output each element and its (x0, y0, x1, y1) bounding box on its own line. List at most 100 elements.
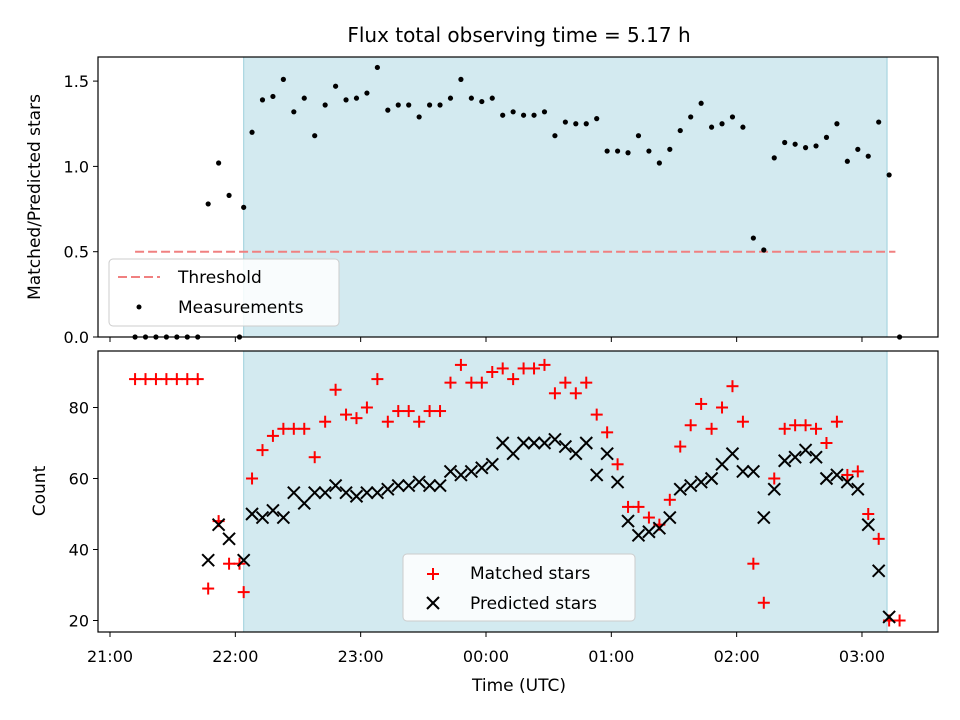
matched-star-point (632, 500, 645, 513)
bottom-axes-frame (97, 350, 939, 633)
matched-star-point (726, 380, 739, 393)
measurement-point (447, 95, 454, 101)
predicted-star-point (433, 478, 447, 493)
predicted-star-point (222, 532, 236, 546)
measurement-point (395, 102, 401, 108)
measurement-point (625, 150, 631, 156)
measurement-point (865, 153, 871, 159)
predicted-star-point (370, 485, 385, 500)
measurement-point (249, 129, 255, 135)
measurement-point (635, 133, 642, 139)
measurement-point (353, 95, 360, 101)
predicted-star-point (642, 525, 656, 539)
legend-measurements-label: Measurements (178, 298, 304, 318)
measurement-point (301, 95, 307, 101)
predicted-star-point (516, 436, 531, 450)
measurement-point (259, 97, 266, 103)
measurement-point (541, 109, 548, 115)
predicted-star-point (631, 528, 646, 543)
predicted-star-point (840, 475, 855, 489)
predicted-star-point (757, 510, 771, 525)
measurement-point (520, 112, 527, 118)
matched-star-point (139, 373, 152, 386)
measurement-point (343, 97, 349, 103)
matched-star-point (851, 465, 864, 478)
top-y-ticks: 0.0 0.5 1.0 1.5 (64, 72, 98, 347)
matched-star-point (202, 582, 215, 595)
matched-star-point (507, 373, 520, 386)
matched-star-point (223, 557, 236, 570)
matched-star-point (789, 419, 802, 432)
matched-star-point (237, 586, 250, 599)
predicted-star-point (464, 464, 479, 479)
predicted-star-point (882, 610, 896, 624)
measurement-point (510, 109, 516, 115)
y-tick-label: 1.0 (64, 157, 89, 176)
matched-star-point (642, 511, 655, 524)
bottom-y-axis-label: Count (30, 465, 50, 516)
legend-threshold-label: Threshold (177, 268, 262, 288)
measurement-point (667, 146, 673, 152)
bottom-legend: Matched stars Predicted stars (402, 553, 636, 622)
predicted-star-point (715, 457, 729, 472)
predicted-star-point (211, 517, 226, 532)
y-tick-label: 0.5 (64, 243, 89, 262)
matched-star-point (434, 405, 447, 418)
matched-star-point (590, 408, 603, 421)
x-tick-label: 21:00 (87, 647, 133, 666)
matched-star-point (674, 440, 687, 453)
matched-star-point (747, 557, 760, 570)
measurement-point (385, 107, 391, 113)
matched-star-point (663, 493, 676, 506)
measurement-point (834, 121, 840, 127)
matched-star-point (893, 614, 906, 627)
matched-star-point (319, 415, 332, 428)
measurement-point (322, 102, 328, 108)
matched-stars-points (129, 358, 906, 627)
measurement-point (374, 64, 380, 71)
matched-star-point (308, 451, 321, 464)
measurement-point (468, 95, 474, 101)
y-tick-label: 80 (69, 399, 89, 418)
predicted-star-point (537, 436, 552, 450)
measurement-point (708, 124, 715, 130)
measurement-point (792, 141, 798, 147)
measurement-point (479, 98, 485, 105)
measurement-point (688, 114, 694, 120)
measurement-point (876, 119, 882, 125)
matched-star-point (246, 472, 259, 485)
legend-matched-swatch (427, 568, 439, 580)
measurement-point (740, 124, 746, 130)
measurement-point (552, 133, 558, 139)
measurement-point (729, 114, 736, 120)
predicted-star-point (236, 553, 251, 567)
x-axis-label: Time (UTC) (471, 676, 566, 696)
measurement-point (614, 148, 621, 154)
matched-star-point (350, 412, 363, 425)
predicted-star-point (328, 478, 343, 493)
predicted-star-point (683, 478, 698, 493)
x-tick-label: 03:00 (839, 647, 885, 666)
measurement-point (771, 155, 777, 161)
predicted-star-point (809, 450, 823, 464)
top-x-ticks (109, 337, 863, 342)
matched-star-point (486, 366, 499, 378)
matched-star-point (559, 376, 572, 389)
predicted-star-point (694, 475, 708, 489)
predicted-star-point (569, 446, 583, 461)
matched-star-point (413, 415, 426, 428)
matched-star-point (256, 444, 269, 457)
measurement-point (426, 102, 433, 108)
predicted-star-point (276, 510, 291, 525)
matched-star-point (160, 373, 173, 386)
matched-star-point (611, 458, 624, 471)
predicted-star-point (621, 514, 635, 528)
matched-star-point (872, 532, 885, 545)
predicted-star-point (788, 450, 802, 464)
matched-star-point (768, 472, 781, 485)
y-tick-label: 40 (69, 541, 89, 560)
measurement-point (823, 134, 830, 140)
predicted-star-point (851, 482, 865, 496)
matched-star-point (181, 373, 194, 386)
predicted-star-point (360, 485, 374, 500)
